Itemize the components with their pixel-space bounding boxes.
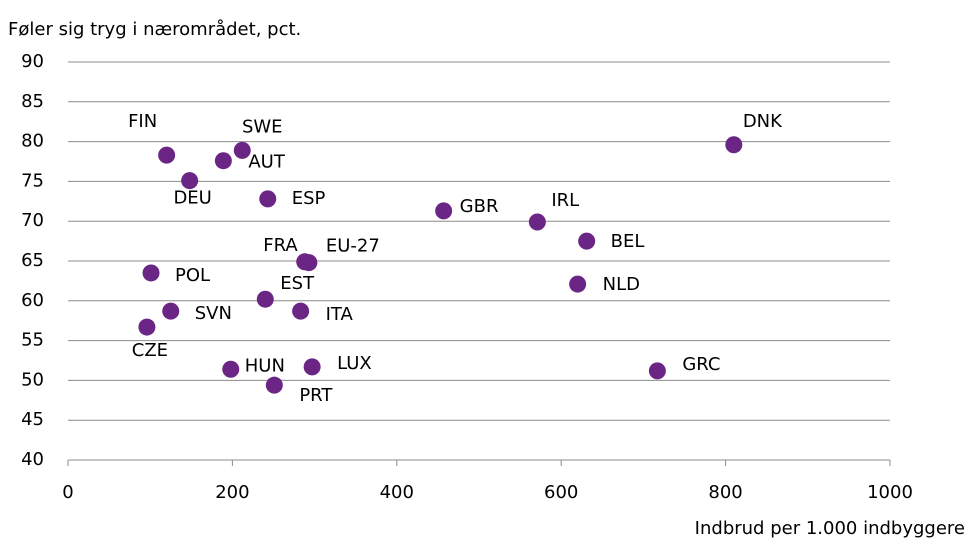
y-tick-label: 70: [21, 210, 44, 231]
point-label: AUT: [248, 152, 285, 173]
point-label: ESP: [292, 188, 326, 209]
point-label: POL: [175, 265, 210, 286]
chart-title: Føler sig tryg i nærområdet, pct.: [8, 19, 301, 40]
point-label: EST: [280, 273, 315, 294]
point: [578, 232, 596, 250]
point-label: GBR: [460, 196, 499, 217]
point: [300, 254, 318, 272]
point: [256, 290, 274, 308]
point: [181, 172, 199, 190]
y-tick-label: 55: [21, 330, 44, 351]
x-tick-label: 1000: [867, 482, 913, 503]
point: [222, 360, 240, 378]
point: [259, 190, 277, 208]
x-tick-label: 600: [544, 482, 578, 503]
point-label: ITA: [326, 304, 354, 325]
y-tick-label: 60: [21, 290, 44, 311]
point: [292, 302, 310, 320]
x-tick-label: 200: [215, 482, 249, 503]
point-label: HUN: [245, 355, 285, 376]
y-tick-label: 85: [21, 91, 44, 112]
y-tick-label: 90: [21, 51, 44, 72]
point: [142, 264, 160, 282]
y-tick-label: 45: [21, 409, 44, 430]
point-label: BEL: [611, 231, 645, 252]
y-tick-label: 80: [21, 131, 44, 152]
point-label: LUX: [337, 353, 372, 374]
point-label: CZE: [132, 340, 168, 361]
point: [265, 376, 283, 394]
y-tick-label: 65: [21, 250, 44, 271]
point-label: SWE: [242, 116, 283, 137]
y-tick-label: 75: [21, 170, 44, 191]
point: [648, 362, 666, 380]
point-label: DEU: [173, 188, 211, 209]
point: [528, 213, 546, 231]
point: [162, 302, 180, 320]
point-label: DNK: [743, 111, 783, 132]
x-axis-label: Indbrud per 1.000 indbyggere: [695, 518, 965, 539]
point: [303, 358, 321, 376]
y-tick-label: 50: [21, 369, 44, 390]
point: [158, 146, 176, 164]
point: [233, 141, 251, 159]
point: [435, 202, 453, 220]
point: [214, 152, 232, 170]
x-tick-label: 800: [708, 482, 742, 503]
point-label: EU-27: [326, 236, 380, 257]
point-label: FIN: [128, 111, 157, 132]
point: [138, 318, 156, 336]
point-label: SVN: [195, 303, 232, 324]
point-label: GRC: [682, 354, 720, 375]
point-label: NLD: [603, 274, 640, 295]
x-tick-label: 0: [62, 482, 73, 503]
x-tick-label: 400: [380, 482, 414, 503]
point: [725, 136, 743, 154]
point-label: IRL: [551, 190, 579, 211]
point-label: PRT: [299, 385, 333, 406]
point: [569, 275, 587, 293]
y-tick-label: 40: [21, 449, 44, 470]
point-label: FRA: [263, 235, 298, 256]
